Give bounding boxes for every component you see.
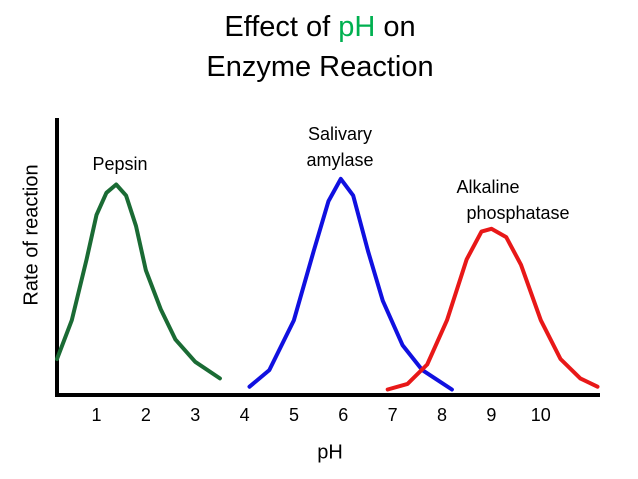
x-axis-label: pH	[317, 441, 343, 463]
x-tick-label: 5	[289, 405, 299, 425]
x-tick-label: 9	[486, 405, 496, 425]
title-part: pH	[338, 11, 375, 43]
curve-label: Alkaline	[456, 177, 519, 197]
title-part: Enzyme Reaction	[206, 51, 433, 83]
x-tick-label: 7	[388, 405, 398, 425]
curve-label: Pepsin	[92, 154, 147, 174]
curve	[247, 176, 454, 392]
x-tick-label: 10	[531, 405, 551, 425]
curve-label: amylase	[306, 150, 373, 170]
curve-label: phosphatase	[466, 203, 569, 223]
curve-label: Salivary	[308, 124, 372, 144]
x-tick-label: 6	[338, 405, 348, 425]
x-tick-label: 3	[190, 405, 200, 425]
curve	[55, 182, 222, 381]
chart-title: Enzyme Reaction	[206, 51, 433, 83]
title-part: on	[375, 11, 415, 43]
x-tick-label: 1	[91, 405, 101, 425]
x-tick-label: 2	[141, 405, 151, 425]
y-axis-label: Rate of reaction	[20, 164, 42, 305]
x-tick-label: 4	[240, 405, 250, 425]
curve	[385, 226, 600, 392]
chart-title: Effect of pH on	[224, 11, 415, 43]
title-part: Effect of	[224, 11, 338, 43]
x-tick-label: 8	[437, 405, 447, 425]
